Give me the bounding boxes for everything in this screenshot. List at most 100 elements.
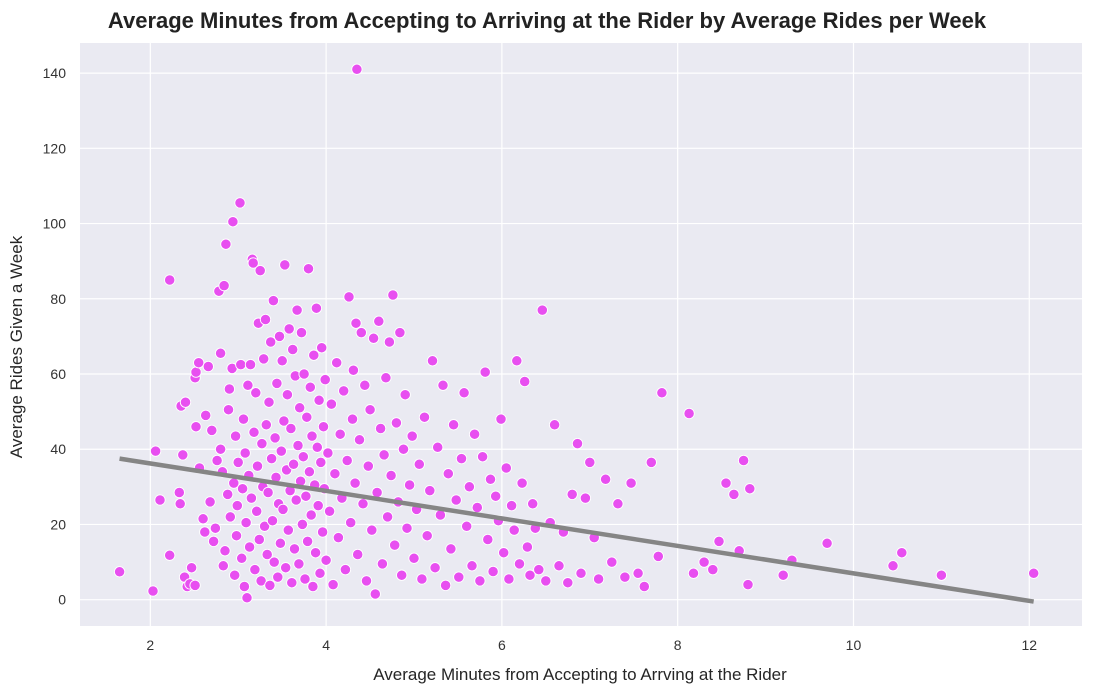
- scatter-point: [214, 443, 227, 455]
- y-tick-label: 20: [50, 516, 66, 532]
- scatter-point: [302, 263, 315, 275]
- scatter-point: [258, 353, 270, 365]
- scatter-point: [426, 355, 439, 367]
- scatter-point: [245, 492, 258, 504]
- scatter-point: [179, 396, 192, 408]
- scatter-point: [209, 522, 222, 534]
- scatter-point: [255, 575, 267, 587]
- scatter-point: [484, 473, 497, 485]
- trend-line: [119, 456, 1035, 604]
- scatter-point: [553, 560, 565, 572]
- scatter-point: [279, 259, 291, 271]
- scatter-point: [247, 257, 259, 269]
- scatter-point: [403, 479, 416, 491]
- y-tick-label: 80: [50, 291, 66, 307]
- scatter-point: [280, 562, 292, 574]
- scatter-point: [177, 449, 189, 461]
- scatter-point: [519, 375, 531, 388]
- scatter-point: [343, 291, 355, 303]
- scatter-point: [300, 490, 312, 502]
- scatter-point: [896, 547, 908, 559]
- scatter-point: [305, 509, 317, 521]
- scatter-point: [777, 569, 789, 581]
- scatter-point: [349, 477, 361, 489]
- scatter-point: [250, 387, 262, 399]
- scatter-point: [154, 494, 166, 506]
- scatter-point: [416, 573, 428, 585]
- scatter-point: [164, 274, 176, 286]
- scatter-point: [320, 554, 332, 566]
- scatter-point: [503, 573, 515, 585]
- scatter-point: [211, 454, 223, 467]
- scatter-point: [1028, 567, 1040, 579]
- scatter-point: [474, 575, 486, 587]
- scatter-point: [268, 556, 280, 568]
- scatter-point: [248, 426, 260, 438]
- scatter-point: [367, 332, 380, 344]
- scatter-point: [244, 358, 257, 371]
- scatter-point: [230, 530, 243, 542]
- scatter-point: [223, 383, 236, 395]
- scatter-point: [236, 483, 249, 495]
- scatter-point: [471, 501, 483, 514]
- scatter-point: [174, 498, 186, 510]
- scatter-point: [638, 580, 650, 593]
- scatter-point: [190, 421, 202, 433]
- scatter-point: [303, 466, 316, 478]
- scatter-point: [495, 413, 507, 425]
- scatter-point: [429, 562, 441, 574]
- scatter-point: [239, 447, 251, 459]
- scatter-point: [652, 550, 664, 563]
- scatter-point: [508, 524, 520, 536]
- scatter-point: [533, 563, 545, 576]
- y-tick-label: 120: [43, 140, 67, 156]
- scatter-point: [376, 558, 389, 570]
- scatter-point: [458, 387, 470, 399]
- scatter-point: [380, 372, 392, 384]
- scatter-point: [327, 578, 339, 591]
- y-tick-label: 140: [43, 65, 67, 81]
- scatter-point: [214, 347, 227, 359]
- scatter-point: [397, 443, 410, 455]
- scatter-point: [254, 264, 266, 277]
- scatter-point: [173, 486, 185, 499]
- scatter-point: [332, 531, 345, 544]
- scatter-point: [347, 364, 360, 376]
- scatter-point: [355, 326, 367, 339]
- scatter-point: [341, 454, 353, 467]
- scatter-point: [258, 520, 271, 532]
- scatter-point: [476, 451, 489, 463]
- scatter-point: [345, 516, 357, 529]
- scatter-point: [311, 441, 323, 453]
- scatter-point: [453, 571, 465, 583]
- scatter-point: [437, 379, 449, 391]
- scatter-point: [461, 520, 473, 532]
- scatter-point: [698, 556, 710, 568]
- scatter-point: [164, 549, 176, 561]
- scatter-point: [325, 398, 338, 410]
- scatter-point: [346, 413, 359, 425]
- scatter-point: [369, 588, 381, 600]
- scatter-point: [521, 541, 534, 553]
- scatter-point: [312, 499, 324, 512]
- scatter-point: [266, 515, 279, 527]
- scatter-point: [222, 404, 235, 416]
- scatter-point: [297, 451, 309, 463]
- scatter-point: [683, 407, 695, 420]
- scatter-point: [505, 499, 518, 512]
- scatter-point: [267, 294, 280, 307]
- scatter-point: [399, 389, 411, 401]
- scatter-point: [253, 533, 265, 546]
- scatter-point: [224, 511, 236, 523]
- scatter-point: [381, 511, 394, 523]
- scatter-point: [599, 473, 612, 485]
- scatter-point: [242, 379, 254, 391]
- scatter-point: [490, 490, 502, 502]
- scatter-point: [455, 452, 468, 465]
- scatter-point: [566, 488, 578, 501]
- scatter-point: [374, 422, 387, 435]
- scatter-point: [331, 357, 343, 369]
- scatter-point: [306, 430, 318, 442]
- scatter-point: [261, 548, 273, 561]
